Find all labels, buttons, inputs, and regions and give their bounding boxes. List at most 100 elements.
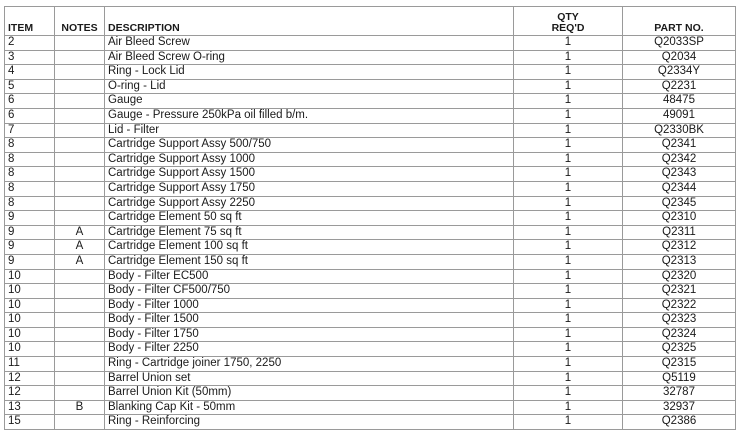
cell-item: 15: [4, 414, 55, 431]
cell-description: Body - Filter 1750: [104, 326, 514, 343]
cell-part-no: Q2033SP: [622, 35, 736, 51]
cell-qty: 1: [513, 35, 623, 51]
cell-notes: [54, 370, 105, 387]
table-row: 11 Ring - Cartridge joiner 1750, 2250 1 Q23…: [4, 356, 736, 372]
table-row: 12 Barrel Union Kit (50mm) 1 32787: [4, 385, 736, 401]
cell-item: 2: [4, 35, 55, 51]
cell-item: 7: [4, 122, 55, 139]
cell-qty: 1: [513, 239, 623, 255]
header-item: ITEM: [4, 6, 55, 36]
cell-item: 8: [4, 137, 55, 153]
cell-item: 8: [4, 180, 55, 197]
cell-part-no: Q2034: [622, 49, 736, 66]
cell-notes: [54, 64, 105, 80]
table-row: 10 Body - Filter 1750 1 Q2324: [4, 326, 736, 343]
cell-notes: A: [54, 253, 105, 270]
cell-part-no: Q2322: [622, 297, 736, 314]
parts-list: ITEM NOTES DESCRIPTION QTY REQ'D PART NO.…: [4, 6, 736, 435]
cell-description: Body - Filter CF500/750: [104, 283, 514, 299]
cell-qty: 1: [513, 341, 623, 358]
header-qty-line1: QTY: [557, 11, 579, 23]
cell-part-no: Q2334Y: [622, 64, 736, 80]
cell-part-no: Q2313: [622, 253, 736, 270]
cell-qty: 1: [513, 78, 623, 95]
cell-description: Ring - Cartridge joiner 1750, 2250: [104, 356, 514, 372]
cell-notes: [54, 297, 105, 314]
cell-qty: 1: [513, 151, 623, 168]
cell-qty: 1: [513, 399, 623, 416]
cell-description: Body - Filter 1000: [104, 297, 514, 314]
cell-part-no: Q2310: [622, 210, 736, 226]
cell-qty: 1: [513, 64, 623, 80]
cell-description: O-ring - Lid: [104, 78, 514, 95]
cell-description: Cartridge Element 50 sq ft: [104, 210, 514, 226]
cell-description: Body - Filter EC500: [104, 268, 514, 285]
cell-notes: B: [54, 399, 105, 416]
cell-qty: 1: [513, 122, 623, 139]
cell-description: Cartridge Support Assy 1500: [104, 166, 514, 182]
cell-qty: 1: [513, 137, 623, 153]
cell-part-no: Q2330BK: [622, 122, 736, 139]
table-row: 8 Cartridge Support Assy 500/750 1 Q2341: [4, 137, 736, 153]
cell-notes: [54, 326, 105, 343]
cell-notes: [54, 93, 105, 109]
table-row: 10 Body - Filter EC500 1 Q2320: [4, 268, 736, 285]
header-description: DESCRIPTION: [104, 6, 514, 36]
cell-item: 10: [4, 312, 55, 328]
cell-notes: A: [54, 224, 105, 241]
table-row: 5 O-ring - Lid 1 Q2231: [4, 78, 736, 95]
cell-notes: [54, 356, 105, 372]
table-row: 8 Cartridge Support Assy 1750 1 Q2344: [4, 180, 736, 197]
cell-description: Cartridge Support Assy 500/750: [104, 137, 514, 153]
cell-description: Gauge - Pressure 250kPa oil filled b/m.: [104, 107, 514, 124]
cell-part-no: Q2312: [622, 239, 736, 255]
cell-item: 10: [4, 341, 55, 358]
table-row: 3 Air Bleed Screw O-ring 1 Q2034: [4, 49, 736, 66]
table-row: 9 A Cartridge Element 100 sq ft 1 Q2312: [4, 239, 736, 255]
cell-item: 10: [4, 297, 55, 314]
cell-item: 3: [4, 49, 55, 66]
cell-item: 11: [4, 356, 55, 372]
cell-qty: 1: [513, 326, 623, 343]
cell-notes: [54, 107, 105, 124]
cell-qty: 1: [513, 224, 623, 241]
cell-description: Cartridge Element 150 sq ft: [104, 253, 514, 270]
cell-item: 13: [4, 399, 55, 416]
cell-description: Barrel Union set: [104, 370, 514, 387]
cell-item: 9: [4, 224, 55, 241]
cell-qty: 1: [513, 268, 623, 285]
cell-item: 4: [4, 64, 55, 80]
cell-item: 9: [4, 239, 55, 255]
cell-notes: A: [54, 239, 105, 255]
cell-item: 10: [4, 283, 55, 299]
cell-notes: [54, 210, 105, 226]
table-row: 8 Cartridge Support Assy 1000 1 Q2342: [4, 151, 736, 168]
cell-item: 10: [4, 268, 55, 285]
table-row: 15 Ring - Reinforcing 1 Q2386: [4, 414, 736, 431]
cell-description: Body - Filter 2250: [104, 341, 514, 358]
cell-qty: 1: [513, 370, 623, 387]
cell-qty: 1: [513, 356, 623, 372]
cell-qty: 1: [513, 93, 623, 109]
table-row: 7 Lid - Filter 1 Q2330BK: [4, 122, 736, 139]
cell-description: Lid - Filter: [104, 122, 514, 139]
cell-qty: 1: [513, 210, 623, 226]
cell-qty: 1: [513, 195, 623, 212]
table-row: 10 Body - Filter 1500 1 Q2323: [4, 312, 736, 328]
cell-item: 6: [4, 107, 55, 124]
table-row: 10 Body - Filter 1000 1 Q2322: [4, 297, 736, 314]
cell-qty: 1: [513, 180, 623, 197]
table-row: 9 A Cartridge Element 75 sq ft 1 Q2311: [4, 224, 736, 241]
cell-qty: 1: [513, 49, 623, 66]
cell-item: 10: [4, 326, 55, 343]
table-row: 4 Ring - Lock Lid 1 Q2334Y: [4, 64, 736, 80]
cell-part-no: Q2344: [622, 180, 736, 197]
table-row: 9 Cartridge Element 50 sq ft 1 Q2310: [4, 210, 736, 226]
table-row: 2 Air Bleed Screw 1 Q2033SP: [4, 35, 736, 51]
cell-notes: [54, 385, 105, 401]
cell-part-no: Q2386: [622, 414, 736, 431]
cell-description: Air Bleed Screw O-ring: [104, 49, 514, 66]
cell-part-no: Q2341: [622, 137, 736, 153]
header-row: ITEM NOTES DESCRIPTION QTY REQ'D PART NO.: [4, 6, 736, 36]
cell-part-no: Q5119: [622, 370, 736, 387]
